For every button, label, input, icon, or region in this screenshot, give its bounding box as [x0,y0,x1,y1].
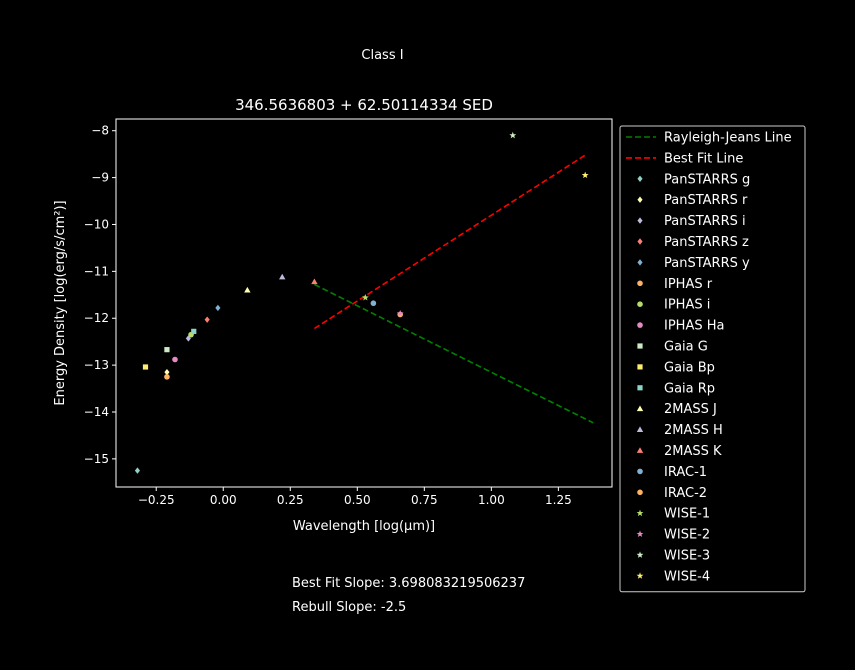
y-tick-label: −13 [84,358,109,372]
legend-label: PanSTARRS r [664,193,748,208]
point-gaia-g [164,347,170,353]
legend-marker [637,343,643,349]
legend-label: PanSTARRS y [664,256,750,271]
legend-marker [636,551,644,558]
x-tick-label: 0.00 [210,493,237,507]
legend-label: 2MASS K [664,444,722,459]
legend-marker [637,217,643,224]
point-wise-1 [361,294,369,301]
plot-frame [115,118,613,488]
legend-label: Gaia G [664,340,708,355]
point-wise-2 [396,309,404,317]
legend-label: WISE-1 [664,507,710,522]
legend-label: 2MASS H [664,423,723,438]
best-fit-line [313,154,586,330]
point-2mass-k [311,278,318,285]
point-wise-4 [581,171,589,179]
legend-marker [637,489,643,496]
legend-marker [636,426,644,432]
point-panstarrs-y [215,304,221,312]
legend-marker [637,468,643,475]
point-wise-3 [509,131,517,139]
y-tick-label: −11 [84,264,109,278]
legend-marker [636,530,644,538]
legend-label: WISE-2 [664,528,710,543]
legend-label: IPHAS Ha [664,319,724,334]
legend-label: IPHAS i [664,298,710,313]
legend-marker [636,572,644,579]
point-gaia-bp [142,364,149,370]
legend-marker [636,509,644,517]
legend-label: Gaia Rp [664,381,715,396]
legend-label: IRAC-2 [664,486,707,501]
legend: Rayleigh-Jeans Line Best Fit Line PanSTARR… [619,125,806,593]
fit-lines [313,154,594,424]
x-tick-label: 1.00 [478,493,505,507]
legend-label: Rayleigh-Jeans Line [664,131,792,146]
point-2mass-h [279,273,286,280]
legend-frame [619,125,806,593]
legend-label: 2MASS J [664,402,717,417]
y-tick-label: −15 [84,452,109,466]
legend-marker [637,196,643,203]
y-tick-label: −9 [91,171,109,185]
best-fit-slope-text: Best Fit Slope: 3.698083219506237 [292,576,526,591]
legend-label: IRAC-1 [664,465,707,480]
x-tick-label: 0.75 [411,493,438,507]
point-iphas-r [164,374,170,380]
point-panstarrs-z [204,316,210,323]
legend-marker [637,364,643,370]
legend-label: PanSTARRS z [664,235,749,250]
axes: 346.5636803 + 62.50114334 SED −0.25 0.00 0.… [53,96,613,534]
x-axis-label: Wavelength [log(μm)] [293,519,435,534]
figure-suptitle: Class I [361,48,404,63]
legend-marker [637,259,643,266]
legend-marker [637,322,643,328]
legend-marker [636,447,644,453]
legend-marker [637,301,643,308]
legend-label: Best Fit Line [664,151,743,166]
y-tick-label: −8 [91,124,109,138]
x-tick-label: 0.25 [277,493,304,507]
legend-marker [637,175,643,182]
legend-marker [637,280,643,287]
y-tick-label: −12 [84,311,109,325]
legend-marker [637,385,643,391]
point-2mass-j [244,286,251,293]
legend-label: IPHAS r [664,277,713,292]
legend-label: PanSTARRS g [664,172,750,187]
point-gaia-rp [191,328,197,334]
legend-label: WISE-4 [664,569,710,584]
x-tick-label: 1.25 [545,493,572,507]
y-tick-label: −14 [84,405,109,419]
legend-label: Gaia Bp [664,360,715,375]
x-tick-label: 0.50 [344,493,371,507]
chart-title: 346.5636803 + 62.50114334 SED [235,96,493,114]
y-axis-label: Energy Density [log(erg/s/cm²)] [53,200,68,405]
point-panstarrs-r [164,368,170,376]
legend-label: PanSTARRS i [664,214,746,229]
x-tick-label: −0.25 [138,493,175,507]
rayleigh-jeans-line [314,283,594,424]
legend-marker [636,405,644,412]
point-iphas-ha [172,356,178,363]
rebull-slope-text: Rebull Slope: -2.5 [292,600,407,615]
legend-label: WISE-3 [664,549,710,564]
data-points [134,131,589,474]
y-tick-label: −10 [84,217,109,231]
point-panstarrs-g [134,467,141,474]
legend-marker [637,238,643,245]
point-irac-1 [370,300,377,307]
